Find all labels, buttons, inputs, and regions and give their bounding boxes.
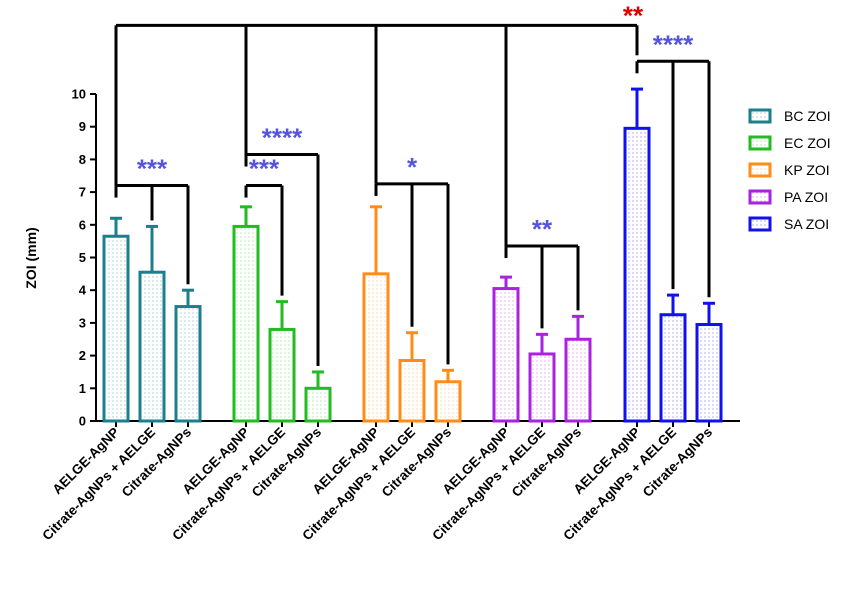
bar [659, 313, 687, 423]
legend-label: SA ZOI [784, 216, 829, 232]
bar [623, 126, 651, 423]
significance-label: *** [137, 154, 168, 184]
bar [102, 234, 130, 423]
y-tick-label: 10 [72, 87, 86, 102]
y-tick-label: 8 [79, 152, 86, 167]
y-tick-label: 3 [79, 315, 86, 330]
bar [138, 270, 166, 423]
legend-label: PA ZOI [784, 189, 828, 205]
y-tick-label: 4 [79, 283, 87, 298]
legend-label: KP ZOI [784, 162, 830, 178]
legend-swatch [748, 189, 772, 205]
bars [102, 87, 723, 423]
significance-brackets: *** **************** [114, 0, 711, 366]
y-tick-label: 6 [79, 217, 86, 232]
y-tick-label: 5 [79, 250, 86, 265]
legend-label: EC ZOI [784, 135, 831, 151]
significance-label: *** [249, 154, 280, 184]
bar [362, 272, 390, 423]
legend-swatch [748, 108, 772, 124]
y-tick-label: 2 [79, 348, 86, 363]
bar [174, 305, 202, 423]
legend-swatch [748, 216, 772, 232]
bar [434, 380, 462, 423]
significance-label: ** [532, 214, 553, 244]
y-tick-label: 7 [79, 185, 86, 200]
top-significance-label: ** [623, 0, 644, 30]
y-tick-label: 0 [79, 414, 86, 429]
y-tick-label: 1 [79, 381, 86, 396]
y-axis-title: ZOI (mm) [23, 227, 39, 288]
bar [528, 352, 556, 423]
bar [268, 327, 296, 423]
legend-swatch [748, 162, 772, 178]
legend-swatch [748, 135, 772, 151]
significance-label: * [407, 152, 418, 182]
significance-label: **** [653, 29, 694, 59]
bar [398, 359, 426, 423]
legend: BC ZOI EC ZOI KP ZOI PA ZOI SA ZOI [748, 108, 831, 232]
y-tick-label: 9 [79, 119, 86, 134]
bar [564, 337, 592, 423]
significance-label: **** [262, 122, 303, 152]
bar [695, 323, 723, 423]
bar [492, 287, 520, 423]
bar [304, 386, 332, 423]
bar [232, 224, 260, 423]
legend-label: BC ZOI [784, 108, 831, 124]
